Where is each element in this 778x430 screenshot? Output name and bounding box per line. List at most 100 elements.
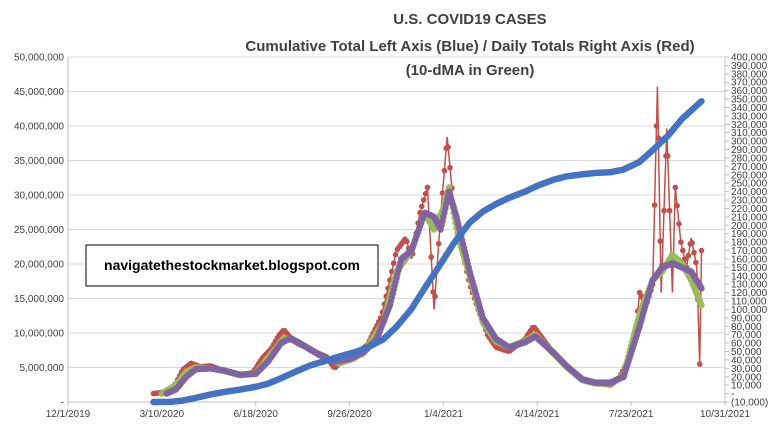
right-tick-label: 120,000 bbox=[731, 288, 768, 299]
data-point bbox=[698, 247, 705, 254]
data-point bbox=[689, 240, 695, 246]
left-tick-label: 30,000,000 bbox=[14, 191, 64, 202]
right-tick-label: 130,000 bbox=[731, 280, 768, 291]
x-tick-label: 7/23/2021 bbox=[609, 409, 654, 420]
data-point bbox=[666, 207, 673, 214]
right-tick-label: 280,000 bbox=[731, 153, 768, 164]
right-tick-label: 60,000 bbox=[731, 339, 762, 350]
watermark-border bbox=[85, 244, 379, 287]
watermark-box: navigatethestockmarket.blogspot.com bbox=[85, 244, 379, 287]
watermark-text: navigatethestockmarket.blogspot.com bbox=[104, 257, 360, 273]
data-point bbox=[678, 239, 684, 245]
x-tick-label: 9/26/2020 bbox=[327, 409, 372, 420]
x-tick-label: 4/14/2021 bbox=[515, 409, 560, 420]
data-point bbox=[657, 238, 663, 244]
right-tick-label: 40,000 bbox=[731, 355, 762, 366]
cumulative-cases-series bbox=[150, 98, 705, 406]
left-tick-label: 15,000,000 bbox=[14, 294, 64, 305]
data-point bbox=[422, 190, 429, 197]
right-tick-label: 250,000 bbox=[731, 179, 768, 190]
right-tick-label: 400,000 bbox=[731, 53, 768, 64]
x-tick-label: 6/18/2020 bbox=[233, 409, 278, 420]
right-axis-tick-labels: (10,000)-10,00020,00030,00040,00050,0006… bbox=[731, 53, 768, 409]
right-tick-label: 80,000 bbox=[731, 322, 762, 333]
right-tick-label: 140,000 bbox=[731, 271, 768, 282]
left-tick-label: 5,000,000 bbox=[20, 363, 65, 374]
data-point bbox=[693, 259, 699, 266]
data-point bbox=[420, 197, 427, 203]
daily-cases-series bbox=[150, 86, 705, 397]
x-tick-labels: 12/1/2019 3/10/2020 6/18/2020 9/26/2020 1/4/… bbox=[46, 409, 751, 420]
series-layer bbox=[150, 86, 705, 406]
right-tick-label: 50,000 bbox=[731, 347, 762, 358]
data-point bbox=[441, 167, 448, 174]
left-tick-label: 40,000,000 bbox=[14, 122, 64, 133]
right-tick-label: 180,000 bbox=[731, 238, 768, 249]
data-point bbox=[389, 268, 395, 275]
right-tick-label: 260,000 bbox=[731, 170, 768, 181]
data-point bbox=[428, 254, 435, 260]
right-tick-label: 330,000 bbox=[731, 111, 768, 122]
x-tick-label: 3/10/2020 bbox=[140, 409, 185, 420]
data-point bbox=[698, 98, 705, 105]
left-tick-label: 50,000,000 bbox=[14, 53, 64, 64]
data-point bbox=[680, 247, 686, 254]
x-tick-label: 12/1/2019 bbox=[46, 409, 91, 420]
x-tick-label: 10/31/2021 bbox=[700, 409, 750, 420]
data-point bbox=[390, 260, 397, 267]
data-point bbox=[651, 202, 658, 208]
right-tick-label: 100,000 bbox=[731, 305, 768, 316]
right-tick-label: 240,000 bbox=[731, 187, 768, 198]
data-point bbox=[653, 123, 660, 129]
right-tick-label: 380,000 bbox=[731, 69, 768, 80]
right-tick-label: 310,000 bbox=[731, 128, 768, 139]
data-point bbox=[664, 153, 671, 159]
right-tick-label: 350,000 bbox=[731, 95, 768, 106]
chart-subtitle: Cumulative Total Left Axis (Blue) / Dail… bbox=[245, 38, 694, 55]
right-tick-label: - bbox=[731, 389, 734, 400]
data-point bbox=[435, 240, 442, 247]
data-point bbox=[691, 249, 697, 256]
chart-subtitle-2: (10-dMA in Green) bbox=[406, 62, 535, 79]
left-tick-label: 35,000,000 bbox=[14, 156, 64, 167]
right-tick-label: 10,000 bbox=[731, 381, 762, 392]
right-tick-label: 210,000 bbox=[731, 212, 768, 223]
right-tick-label: 70,000 bbox=[731, 330, 762, 341]
right-tick-label: 160,000 bbox=[731, 254, 768, 265]
right-tick-label: 370,000 bbox=[731, 78, 768, 89]
left-tick-label: 45,000,000 bbox=[14, 87, 64, 98]
data-point bbox=[432, 293, 438, 300]
right-tick-label: 340,000 bbox=[731, 103, 768, 114]
data-point bbox=[698, 302, 705, 309]
data-point bbox=[696, 361, 703, 367]
data-point bbox=[698, 285, 705, 292]
right-tick-label: 360,000 bbox=[731, 86, 768, 97]
right-tick-label: 200,000 bbox=[731, 221, 768, 232]
right-tick-label: 270,000 bbox=[731, 162, 768, 173]
data-point bbox=[445, 144, 451, 150]
data-point bbox=[447, 164, 453, 171]
right-tick-label: 190,000 bbox=[731, 229, 768, 240]
left-tick-label: 20,000,000 bbox=[14, 260, 64, 271]
data-point bbox=[661, 207, 667, 214]
right-tick-label: 320,000 bbox=[731, 120, 768, 131]
right-tick-label: 90,000 bbox=[731, 313, 762, 324]
right-tick-label: 170,000 bbox=[731, 246, 768, 257]
left-tick-label: 25,000,000 bbox=[14, 225, 64, 236]
data-point bbox=[419, 203, 425, 210]
right-tick-label: 300,000 bbox=[731, 137, 768, 148]
right-tick-label: 230,000 bbox=[731, 196, 768, 207]
gridlines bbox=[68, 56, 725, 368]
x-tick-label: 1/4/2021 bbox=[424, 409, 463, 420]
right-tick-label: 390,000 bbox=[731, 61, 768, 72]
right-tick-label: 220,000 bbox=[731, 204, 768, 215]
data-point bbox=[672, 184, 679, 191]
right-tick-label: 290,000 bbox=[731, 145, 768, 156]
data-point bbox=[685, 252, 692, 259]
data-point bbox=[404, 238, 410, 245]
data-point bbox=[676, 221, 682, 227]
data-point bbox=[424, 184, 431, 191]
chart-title: U.S. COVID19 CASES bbox=[393, 11, 546, 28]
